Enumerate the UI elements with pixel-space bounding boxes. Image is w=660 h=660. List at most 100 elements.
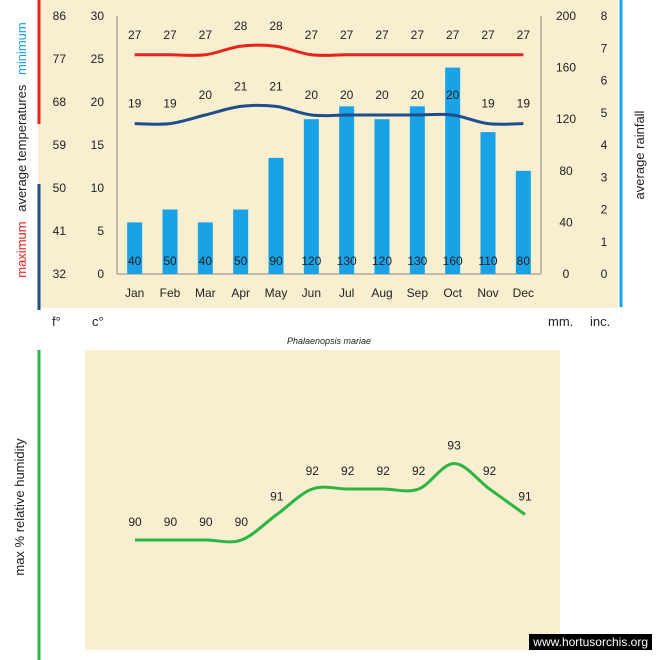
minimum-temperature-label: 20 [411, 88, 425, 102]
minimum-temperature-label: 21 [234, 79, 248, 93]
celsius-tick-label: 5 [97, 224, 104, 238]
mm-tick-label: 40 [559, 215, 573, 229]
celsius-tick-label: 25 [91, 52, 105, 66]
rainfall-value-label: 90 [269, 254, 283, 268]
rainfall-value-label: 50 [163, 254, 177, 268]
maximum-temperature-label: 27 [340, 28, 354, 42]
inch-ticks: 8 7 6 5 4 3 2 1 0 [601, 9, 608, 281]
maximum-temperature-label: 27 [517, 28, 531, 42]
rainfall-bar [268, 157, 284, 274]
minimum-temperature-label: 20 [446, 88, 460, 102]
humidity-value-label: 92 [341, 464, 355, 478]
maximum-temperature-labels: 27 27 27 28 28 27 27 27 27 27 27 27 [128, 19, 530, 42]
minimum-label: minimum [14, 22, 29, 75]
inch-tick-label: 7 [601, 41, 608, 55]
celsius-ticks: 30 25 20 15 10 5 0 [91, 9, 105, 281]
month-label: Dec [513, 286, 534, 300]
mm-ticks: 200 160 120 80 40 0 [556, 9, 576, 281]
month-label: Apr [231, 286, 250, 300]
celsius-tick-label: 0 [97, 267, 104, 281]
fahrenheit-tick-label: 32 [53, 267, 67, 281]
inch-tick-label: 4 [601, 138, 608, 152]
minimum-temperature-label: 19 [517, 97, 531, 111]
rainfall-bar [445, 67, 461, 274]
inches-unit-label: inc. [590, 314, 610, 329]
inch-tick-label: 6 [601, 74, 608, 88]
mm-tick-label: 80 [559, 164, 573, 178]
minimum-temperature-label: 20 [199, 88, 213, 102]
rainfall-value-labels: 40 50 40 50 90 120 130 120 130 160 110 80 [128, 254, 530, 268]
celsius-unit-label: c° [92, 314, 104, 329]
inch-tick-label: 1 [601, 235, 608, 249]
month-label: Nov [477, 286, 498, 300]
inch-tick-label: 8 [601, 9, 608, 23]
month-label: Jun [302, 286, 321, 300]
maximum-temperature-label: 28 [269, 19, 283, 33]
rainfall-value-label: 130 [407, 254, 427, 268]
fahrenheit-tick-label: 86 [53, 9, 67, 23]
month-label: Jul [339, 286, 354, 300]
rainfall-value-label: 40 [128, 254, 142, 268]
maximum-temperature-label: 27 [481, 28, 495, 42]
maximum-temperature-label: 27 [163, 28, 177, 42]
minimum-temperature-line [134, 103, 524, 126]
humidity-value-label: 91 [518, 490, 532, 504]
website-credit: www.hortusorchis.org [529, 634, 652, 650]
relative-humidity-label: max % relative humidity [12, 438, 27, 576]
humidity-value-label: 92 [377, 464, 391, 478]
fahrenheit-unit-label: f° [52, 314, 61, 329]
month-label: Feb [160, 286, 181, 300]
inch-tick-label: 0 [601, 267, 608, 281]
month-label: Sep [407, 286, 429, 300]
month-label: Oct [443, 286, 462, 300]
rainfall-value-label: 130 [337, 254, 357, 268]
humidity-value-label: 90 [164, 515, 178, 529]
maximum-temperature-label: 27 [305, 28, 319, 42]
average-temperatures-text: average temperatures [14, 84, 29, 212]
mm-tick-label: 160 [556, 61, 576, 75]
humidity-value-label: 92 [412, 464, 426, 478]
month-label: Aug [371, 286, 392, 300]
celsius-tick-label: 15 [91, 138, 105, 152]
mm-tick-label: 0 [563, 267, 570, 281]
minimum-temperature-label: 20 [340, 88, 354, 102]
inch-tick-label: 3 [601, 170, 608, 184]
maximum-temperature-label: 27 [446, 28, 460, 42]
humidity-value-label: 92 [483, 464, 497, 478]
minimum-temperature-label: 19 [163, 97, 177, 111]
rainfall-bars [127, 67, 531, 274]
minimum-temperature-label: 21 [269, 79, 283, 93]
humidity-value-label: 90 [199, 515, 213, 529]
rainfall-bar [233, 209, 249, 274]
rainfall-bar [162, 209, 178, 274]
rainfall-bar [197, 222, 213, 274]
month-label: May [265, 286, 288, 300]
humidity-value-label: 91 [270, 490, 284, 504]
maximum-temperature-line [134, 43, 524, 57]
rainfall-bar [339, 106, 355, 274]
minimum-temperature-label: 20 [305, 88, 319, 102]
celsius-tick-label: 30 [91, 9, 105, 23]
mm-tick-label: 120 [556, 112, 576, 126]
species-caption: Phalaenopsis mariae [287, 336, 371, 346]
humidity-background [85, 350, 560, 650]
fahrenheit-tick-label: 77 [53, 52, 67, 66]
inch-tick-label: 5 [601, 106, 608, 120]
fahrenheit-tick-label: 41 [53, 224, 67, 238]
humidity-value-label: 93 [447, 439, 461, 453]
average-temperatures-label: maximum average temperatures minimum [14, 22, 29, 278]
maximum-temperature-label: 28 [234, 19, 248, 33]
fahrenheit-tick-label: 59 [53, 138, 67, 152]
humidity-value-label: 90 [235, 515, 249, 529]
minimum-temperature-labels: 19 19 20 21 21 20 20 20 20 20 19 19 [128, 79, 530, 110]
temperature-rainfall-background [38, 0, 618, 308]
rainfall-value-label: 160 [443, 254, 463, 268]
month-label: Jan [125, 286, 144, 300]
rainfall-bar [127, 222, 143, 274]
rainfall-value-label: 110 [478, 254, 497, 268]
maximum-temperature-label: 27 [375, 28, 389, 42]
rainfall-bar [409, 106, 425, 274]
fahrenheit-tick-label: 50 [53, 181, 67, 195]
rainfall-bar [374, 119, 390, 274]
